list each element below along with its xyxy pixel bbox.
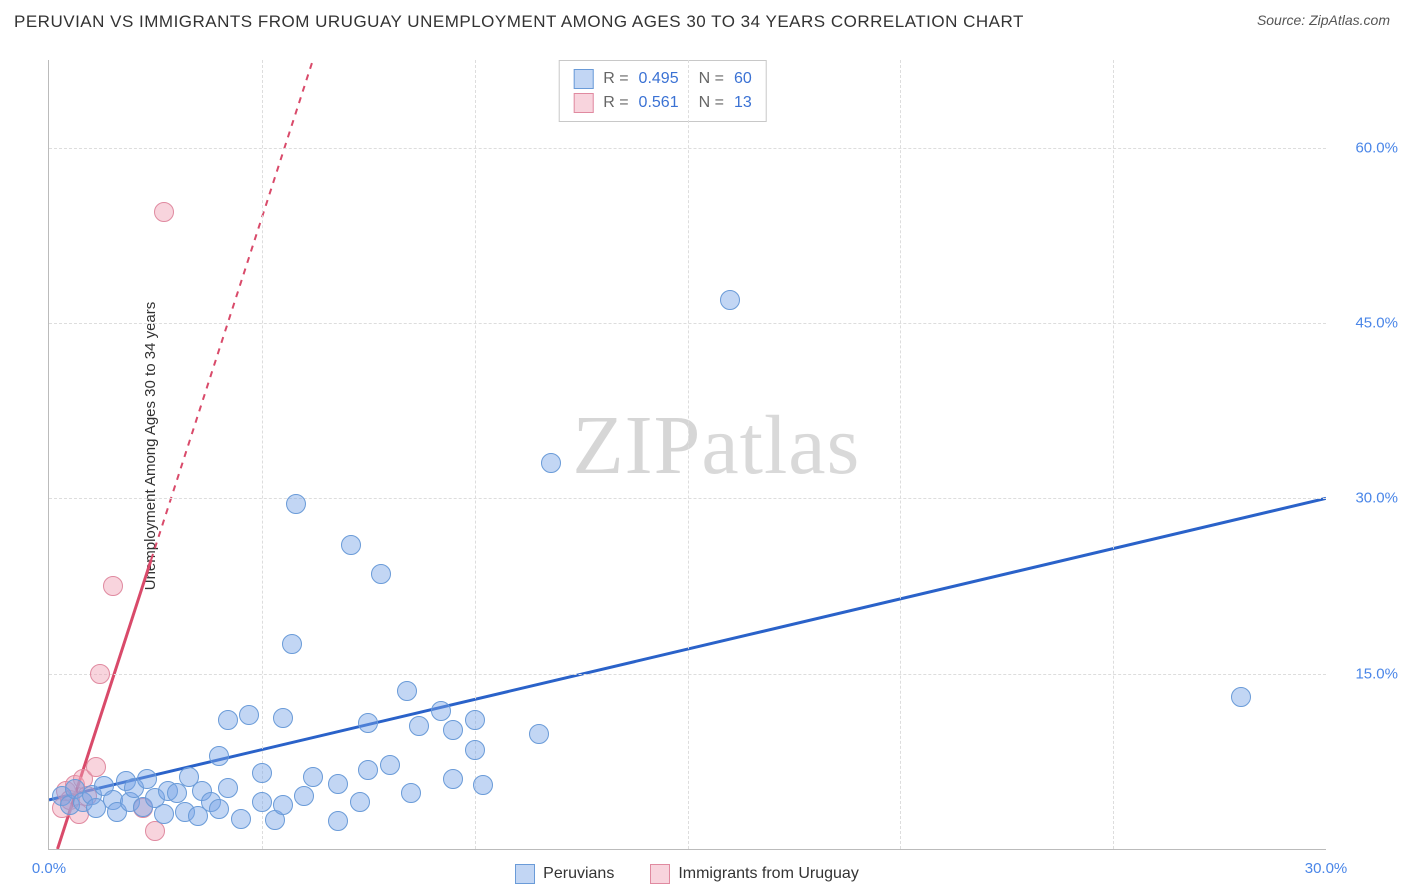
scatter-point — [137, 769, 157, 789]
scatter-point — [145, 821, 165, 841]
scatter-point — [328, 774, 348, 794]
scatter-point — [465, 740, 485, 760]
scatter-point — [90, 664, 110, 684]
scatter-point — [209, 799, 229, 819]
scatter-point — [239, 705, 259, 725]
scatter-point — [350, 792, 370, 812]
stat-r-uruguay: 0.561 — [639, 94, 679, 112]
scatter-point — [218, 778, 238, 798]
scatter-point — [371, 564, 391, 584]
scatter-point — [282, 634, 302, 654]
y-tick-label: 45.0% — [1355, 315, 1398, 332]
stat-r-peruvians: 0.495 — [639, 70, 679, 88]
stat-n-uruguay: 13 — [734, 94, 752, 112]
source-attribution: Source: ZipAtlas.com — [1257, 12, 1390, 28]
watermark-text: ZIPatlas — [572, 396, 860, 493]
gridline-x — [475, 60, 476, 849]
scatter-point — [341, 535, 361, 555]
chart-container: PERUVIAN VS IMMIGRANTS FROM URUGUAY UNEM… — [0, 0, 1406, 892]
y-tick-label: 60.0% — [1355, 139, 1398, 156]
scatter-point — [294, 786, 314, 806]
legend-label-uruguay: Immigrants from Uruguay — [678, 865, 859, 883]
gridline-x — [1113, 60, 1114, 849]
scatter-point — [358, 713, 378, 733]
swatch-peruvians — [573, 69, 593, 89]
scatter-point — [209, 746, 229, 766]
gridline-x — [900, 60, 901, 849]
stat-n-peruvians: 60 — [734, 70, 752, 88]
scatter-point — [303, 767, 323, 787]
stats-row-peruvians: R = 0.495 N = 60 — [573, 67, 752, 91]
swatch-peruvians — [515, 864, 535, 884]
stat-r-label: R = — [603, 70, 628, 88]
legend-item-uruguay: Immigrants from Uruguay — [650, 864, 859, 884]
scatter-point — [443, 769, 463, 789]
legend-item-peruvians: Peruvians — [515, 864, 614, 884]
stat-r-label: R = — [603, 94, 628, 112]
scatter-point — [286, 494, 306, 514]
chart-title: PERUVIAN VS IMMIGRANTS FROM URUGUAY UNEM… — [14, 12, 1024, 32]
scatter-point — [1231, 687, 1251, 707]
scatter-point — [252, 792, 272, 812]
plot-area: ZIPatlas R = 0.495 N = 60 R = 0.561 N = … — [48, 60, 1326, 850]
swatch-uruguay — [573, 93, 593, 113]
scatter-point — [529, 724, 549, 744]
scatter-point — [720, 290, 740, 310]
stat-n-label: N = — [699, 94, 724, 112]
scatter-point — [218, 710, 238, 730]
scatter-point — [328, 811, 348, 831]
scatter-point — [380, 755, 400, 775]
y-tick-label: 30.0% — [1355, 490, 1398, 507]
scatter-point — [154, 202, 174, 222]
stat-n-label: N = — [699, 70, 724, 88]
gridline-x — [262, 60, 263, 849]
scatter-point — [154, 804, 174, 824]
scatter-point — [252, 763, 272, 783]
trend-line-dashed — [151, 60, 313, 560]
scatter-point — [86, 757, 106, 777]
bottom-legend: Peruvians Immigrants from Uruguay — [48, 864, 1326, 884]
scatter-point — [103, 576, 123, 596]
scatter-point — [358, 760, 378, 780]
scatter-point — [231, 809, 251, 829]
scatter-point — [167, 783, 187, 803]
scatter-point — [397, 681, 417, 701]
scatter-point — [273, 708, 293, 728]
scatter-point — [473, 775, 493, 795]
scatter-point — [465, 710, 485, 730]
swatch-uruguay — [650, 864, 670, 884]
scatter-point — [409, 716, 429, 736]
scatter-point — [401, 783, 421, 803]
gridline-x — [688, 60, 689, 849]
scatter-point — [273, 795, 293, 815]
stats-row-uruguay: R = 0.561 N = 13 — [573, 91, 752, 115]
y-tick-label: 15.0% — [1355, 665, 1398, 682]
scatter-point — [443, 720, 463, 740]
scatter-point — [541, 453, 561, 473]
stats-legend-box: R = 0.495 N = 60 R = 0.561 N = 13 — [558, 60, 767, 122]
legend-label-peruvians: Peruvians — [543, 865, 614, 883]
scatter-point — [431, 701, 451, 721]
